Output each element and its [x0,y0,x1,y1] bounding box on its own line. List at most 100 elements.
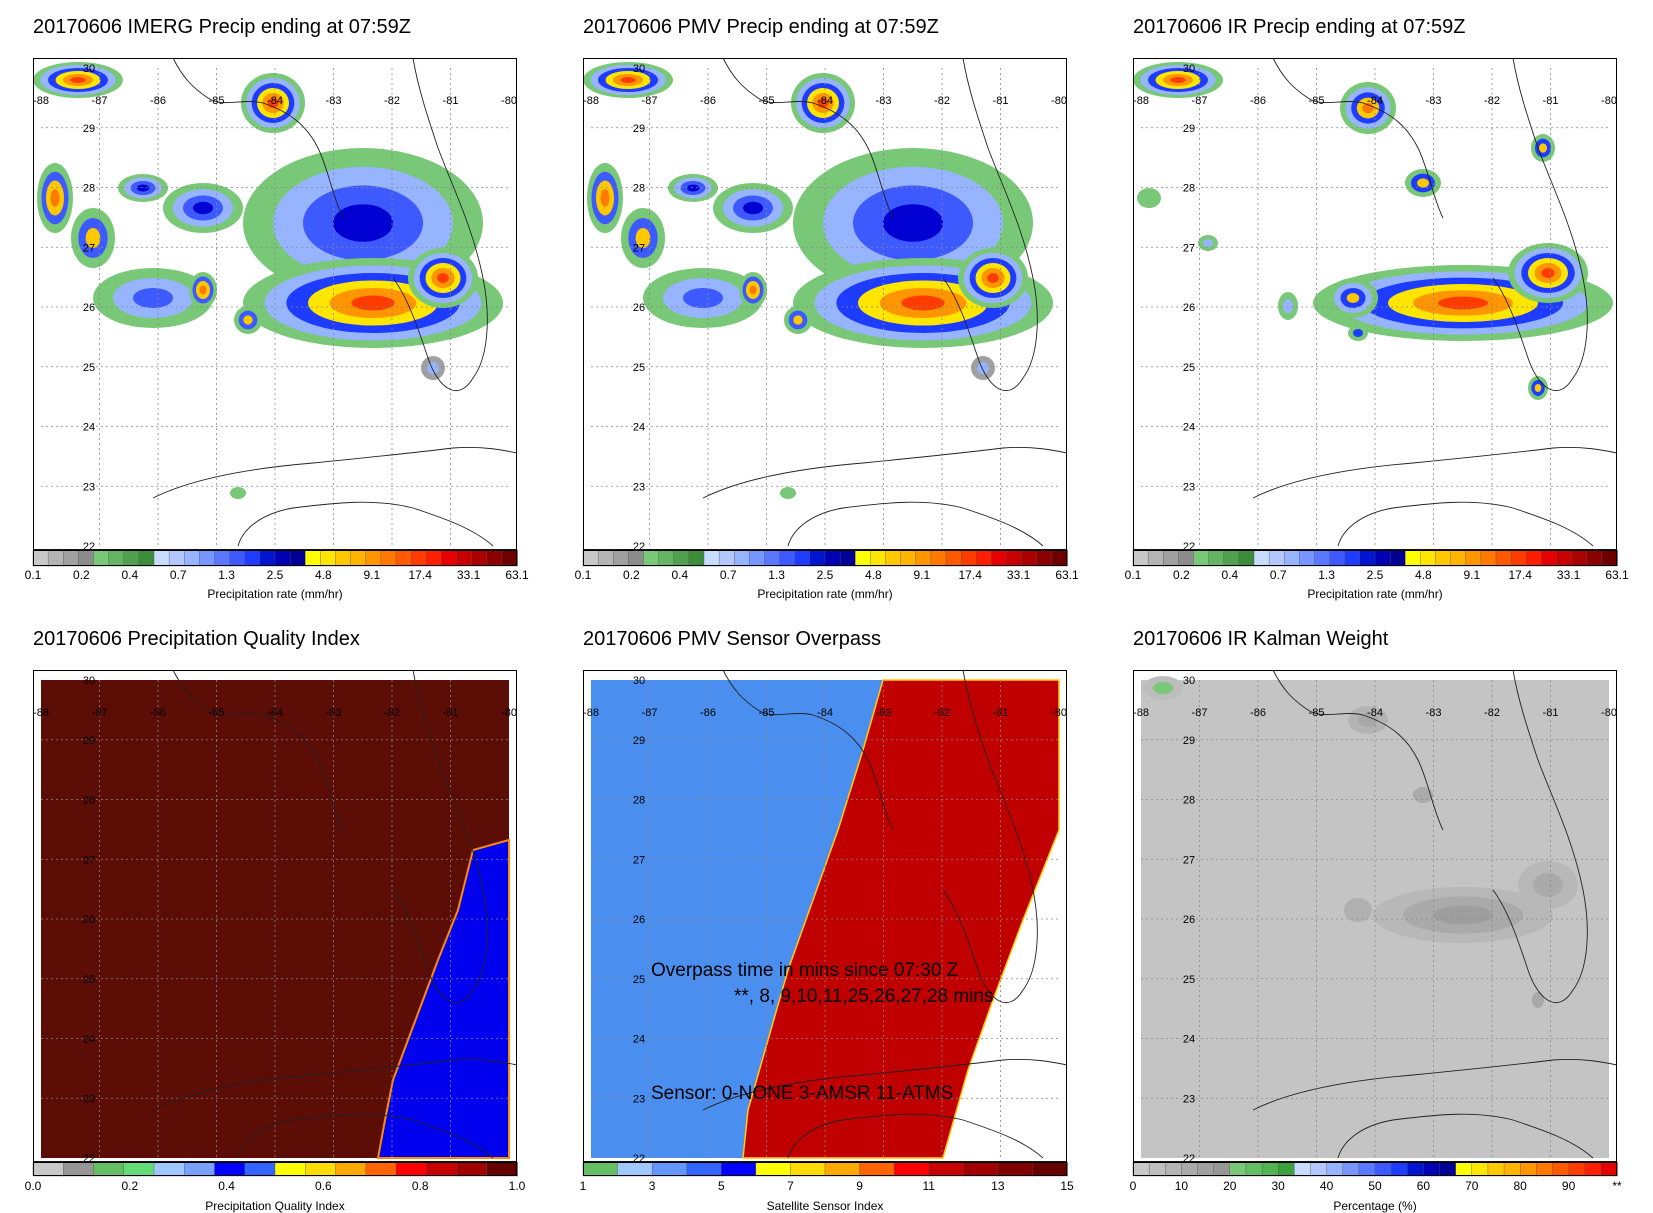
precip-colorbar-pmv [582,549,1068,567]
map-frame [33,58,517,550]
lon-label: -88 [583,95,599,107]
colorbar-tick-label: 4.8 [865,568,882,582]
colorbar-tick-label: 30 [1271,1179,1285,1193]
colorbar-frame [1133,1162,1617,1176]
ir-precip-map: -88 -87 -86 -85 -84 -83 -82 -81 -80 30 29 28 27 26 25 2… [1133,57,1618,553]
colorbar-swatch [335,1161,367,1177]
lon-label: -80 [1601,95,1617,107]
coastline [942,669,1038,1003]
colorbar-swatch [915,549,932,567]
precip-colorbar-label-ir: Precipitation rate (mm/hr) [1307,587,1443,601]
rain-cell [977,362,989,374]
coastline [237,1113,494,1159]
rain-cell [987,273,999,283]
lon-label: -87 [92,707,108,719]
colorbar-swatch [859,1161,895,1177]
colorbar-swatch [688,549,705,567]
lon-label: -87 [642,707,658,719]
colorbar-swatch [790,1161,826,1177]
colorbar-frame [583,550,1067,566]
lon-label: -80 [1601,707,1617,719]
colorbar-swatch [779,549,796,567]
colorbar-swatch [1471,1161,1489,1177]
colorbar-swatch [1526,549,1543,567]
colorbar-swatch [900,549,917,567]
colorbar-swatch [658,549,675,567]
lon-label: -87 [1192,707,1208,719]
rain-cell [749,285,757,295]
lon-label: -84 [1367,707,1383,719]
lon-label: -81 [1543,707,1559,719]
lon-label: -82 [384,707,400,719]
colorbar-tick-label: ** [1612,1179,1622,1193]
colorbar-frame [1133,550,1617,566]
colorbar-swatch [824,549,841,567]
lat-label: 27 [83,854,95,866]
coastline [722,57,894,219]
colorbar-swatch [1310,1161,1328,1177]
lat-label: 29 [633,123,645,135]
coastline [787,1113,1044,1159]
rain-cell [1170,77,1186,83]
coastline [392,57,488,391]
colorbar-swatch [1032,1161,1068,1177]
kalman-colorbar-label: Percentage (%) [1333,1199,1417,1213]
colorbar-tick-label: 0.4 [218,1179,235,1193]
colorbar-swatch [380,549,397,567]
pqi-map: -88 -87 -86 -85 -84 -83 -82 -81 -80 30 29 28 27 26 25 2… [33,669,518,1165]
colorbar-swatch [1455,1161,1473,1177]
colorbar-swatch [47,549,64,567]
coastline [152,447,518,499]
colorbar-tick-label: 1 [579,1179,587,1193]
map-frame [1133,58,1617,550]
lat-label: 24 [633,1034,645,1046]
colorbar-tick-label: 33.1 [1006,568,1031,582]
colorbar-tick-label: 17.4 [958,568,982,582]
colorbar-tick-label: 9.1 [913,568,931,582]
lon-label: -84 [817,95,833,107]
colorbar-swatch [184,549,201,567]
panel-title-imerg: 20170606 IMERG Precip ending at 07:59Z [33,16,412,38]
rain-cell [686,184,700,192]
colorbar-swatch [153,1161,185,1177]
colorbar-swatch [229,549,246,567]
colorbar-swatch [976,549,993,567]
colorbar-swatch [1148,1161,1166,1177]
lat-label: 25 [633,362,645,374]
colorbar-tick-label: 80 [1513,1179,1527,1193]
colorbar-tick-label: 7 [787,1179,794,1193]
pqi-colorbar [32,1161,518,1177]
colorbar-swatch [63,1161,95,1177]
lat-label: 29 [633,735,645,747]
colorbar-swatch [997,1161,1034,1177]
colorbar-swatch [597,549,614,567]
colorbar-tick-label: 0.2 [73,568,90,582]
colorbar-swatch [1556,549,1573,567]
lat-label: 26 [633,914,645,926]
colorbar-tick-label: 0.7 [169,568,187,582]
coastline [1252,447,1618,499]
colorbar-swatch [582,1161,619,1177]
lat-label: 23 [1183,481,1195,493]
kalman-cell [1433,905,1493,925]
colorbar-swatch [718,549,735,567]
colorbar-swatch [108,549,125,567]
lat-label: 25 [1183,974,1195,986]
imerg-precip-map: -88 -87 -86 -85 -84 -83 -82 -81 -80 30 29 28 27 26 25 2… [33,57,518,553]
lat-label: 23 [83,481,95,493]
lon-label: -84 [817,707,833,719]
panel-title-ir: 20170606 IR Precip ending at 07:59Z [1133,16,1466,38]
colorbar-swatch [628,549,645,567]
colorbar-tick-label: 1.3 [1318,568,1335,582]
lon-label: -82 [384,95,400,107]
colorbar-swatch [426,549,443,567]
lat-label: 29 [1183,123,1195,135]
rain-cell [1534,384,1542,392]
colorbar-swatch [78,549,95,567]
colorbar-tick-label: 0.2 [121,1179,139,1193]
colorbar-swatch [945,549,962,567]
colorbar-tick-label: 60 [1416,1179,1431,1193]
lon-label: -80 [501,707,517,719]
lat-label: 28 [633,795,645,807]
kalman-colorbar [1132,1161,1618,1177]
